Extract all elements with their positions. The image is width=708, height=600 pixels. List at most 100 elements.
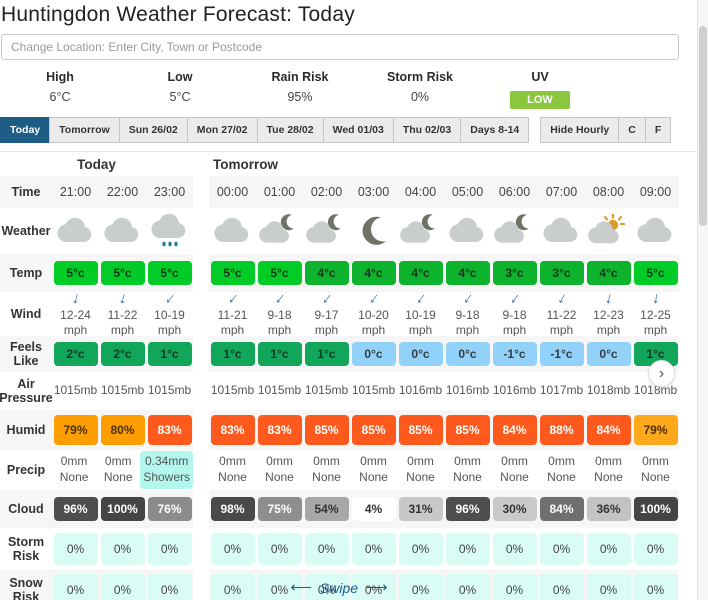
cloud-icon: [102, 214, 144, 248]
section-gap: [193, 336, 209, 372]
cell-text: 07:00: [545, 184, 578, 199]
location-search-input[interactable]: [1, 34, 679, 60]
value-badge: 0%: [351, 533, 396, 565]
value-badge: 4°c: [586, 261, 631, 285]
forecast-cell: 1°c: [632, 336, 679, 372]
tab-hide-hourly[interactable]: Hide Hourly: [540, 117, 620, 143]
tab-today[interactable]: Today: [0, 117, 51, 143]
forecast-cell: 1015mb: [99, 372, 146, 410]
tab-f[interactable]: F: [644, 117, 672, 143]
wind-speed-value: 10-19: [405, 307, 436, 322]
value-badge: 5°c: [210, 261, 255, 285]
cell-text: 01:00: [263, 184, 296, 199]
forecast-cell: 0%: [585, 528, 632, 570]
wind-direction-arrow-icon: ↓: [318, 289, 336, 308]
forecast-row-feels-like: Feels Like 2°c 2°c 1°c 1°c 1°c 1°c 0°c 0°c 0°c -1°…: [0, 336, 708, 372]
value-badge: 84%: [539, 497, 584, 521]
scrollbar-track[interactable]: [697, 0, 708, 600]
forecast-cell: ↓ 9-18 mph: [444, 289, 491, 337]
tab-tue-28-02[interactable]: Tue 28/02: [256, 117, 324, 143]
forecast-cell: 85%: [350, 410, 397, 450]
forecast-cell: 1015mb: [350, 372, 397, 410]
value-badge: 1°c: [304, 342, 349, 366]
wind-speed-value: 10-20: [358, 307, 389, 322]
tab-c[interactable]: C: [618, 117, 646, 143]
value-badge: 83%: [257, 415, 302, 445]
value-badge: 76%: [147, 497, 192, 521]
today-cells: ↓ 12-24 mph ↓ 11-22 mph ↓ 10-19 mph: [52, 289, 193, 337]
value-badge: 5°c: [53, 261, 98, 285]
value-badge: 0%: [257, 574, 302, 600]
forecast-cell: 0mm None: [585, 450, 632, 490]
value-badge: 0%: [53, 533, 98, 565]
cell-text: 1016mb: [445, 383, 490, 398]
value-badge: 0%: [304, 533, 349, 565]
moon-icon: [353, 214, 395, 248]
forecast-cell: 1015mb: [256, 372, 303, 410]
wind-direction-arrow-icon: ↓: [271, 289, 289, 308]
cell-text: 03:00: [357, 184, 390, 199]
today-cells: 96% 100% 76%: [52, 490, 193, 528]
cell-text: 0mm None: [641, 454, 670, 484]
forecast-cell: 80%: [99, 410, 146, 450]
swipe-hint: ⟵ Swipe ⟶: [0, 579, 678, 597]
today-cells: 2°c 2°c 1°c: [52, 336, 193, 372]
forecast-cell: 0°c: [397, 336, 444, 372]
forecast-cell: ↓ 12-24 mph: [52, 289, 99, 337]
tab-tomorrow[interactable]: Tomorrow: [49, 117, 120, 143]
forecast-cell: [491, 208, 538, 254]
value-badge: 1°c: [257, 342, 302, 366]
value-badge: 0%: [539, 574, 584, 600]
wind-direction-arrow-icon: ↓: [365, 288, 382, 308]
forecast-row-wind: Wind ↓ 12-24 mph ↓ 11-22 mph ↓ 10-19 mph ↓ 11-21 mph…: [0, 288, 708, 337]
forecast-cell: 0mm None: [96, 450, 140, 490]
forecast-cell: 0%: [491, 528, 538, 570]
row-label-cloud: Cloud: [0, 490, 52, 528]
forecast-cell: [632, 208, 679, 254]
tab-mon-27-02[interactable]: Mon 27/02: [186, 117, 258, 143]
scrollbar-thumb[interactable]: [699, 26, 707, 226]
tab-days-8-14[interactable]: Days 8-14: [460, 117, 530, 143]
value-badge: 96%: [53, 497, 98, 521]
chevron-right-icon: ›: [658, 365, 665, 382]
tab-sun-26-02[interactable]: Sun 26/02: [118, 117, 188, 143]
value-badge: 0%: [210, 533, 255, 565]
tomorrow-cells: ↓ 11-21 mph ↓ 9-18 mph ↓ 9-17 mph ↓ 10-20 mph ↓ 10-19…: [209, 288, 679, 337]
forecast-cell: 0%: [209, 528, 256, 570]
cell-text: 1015mb: [147, 383, 192, 398]
value-badge: 100%: [633, 497, 678, 521]
forecast-cell: [303, 208, 350, 254]
value-badge: 0%: [633, 574, 678, 600]
forecast-cell: 96%: [444, 490, 491, 528]
forecast-cell: ↓ 12-23 mph: [585, 289, 632, 337]
forecast-cell: 1017mb: [538, 372, 585, 410]
forecast-cell: 1015mb: [209, 372, 256, 410]
forecast-cell: 0%: [350, 528, 397, 570]
forecast-cell: 0%: [632, 528, 679, 570]
forecast-cell: 0mm None: [397, 450, 444, 490]
cell-text: 1016mb: [492, 383, 537, 398]
forecast-cell: 5°c: [52, 254, 99, 292]
forecast-cell: 0%: [491, 570, 538, 600]
scroll-right-button[interactable]: ›: [648, 360, 675, 387]
row-label-storm-risk: Storm Risk: [7, 534, 45, 563]
section-header-row: Today Tomorrow: [0, 152, 708, 176]
forecast-row-precip: Precip 0mm None 0mm None 0.34mm Showers 0mm None…: [0, 450, 708, 490]
forecast-cell: 4%: [350, 490, 397, 528]
forecast-cell: 83%: [256, 410, 303, 450]
forecast-cell: 96%: [52, 490, 99, 528]
forecast-cell: 0%: [52, 570, 99, 600]
wind-speed-unit: mph: [220, 323, 245, 337]
forecast-cell: 1°c: [303, 336, 350, 372]
value-badge: 0%: [100, 533, 145, 565]
tomorrow-cells: 0mm None 0mm None 0mm None 0mm None 0mm None 0mm No…: [209, 450, 679, 490]
tab-wed-01-03[interactable]: Wed 01/03: [322, 117, 394, 143]
forecast-cell: 4°c: [444, 254, 491, 292]
wind-speed-value: 11-21: [217, 307, 248, 322]
wind-speed-unit: mph: [110, 323, 135, 337]
value-badge: 83%: [210, 415, 255, 445]
forecast-cell: 5°c: [146, 254, 193, 292]
forecast-row-air-pressure: Air Pressure 1015mb 1015mb 1015mb 1015mb 1015…: [0, 372, 708, 410]
tab-thu-02-03[interactable]: Thu 02/03: [392, 117, 462, 143]
section-gap: [193, 490, 209, 528]
